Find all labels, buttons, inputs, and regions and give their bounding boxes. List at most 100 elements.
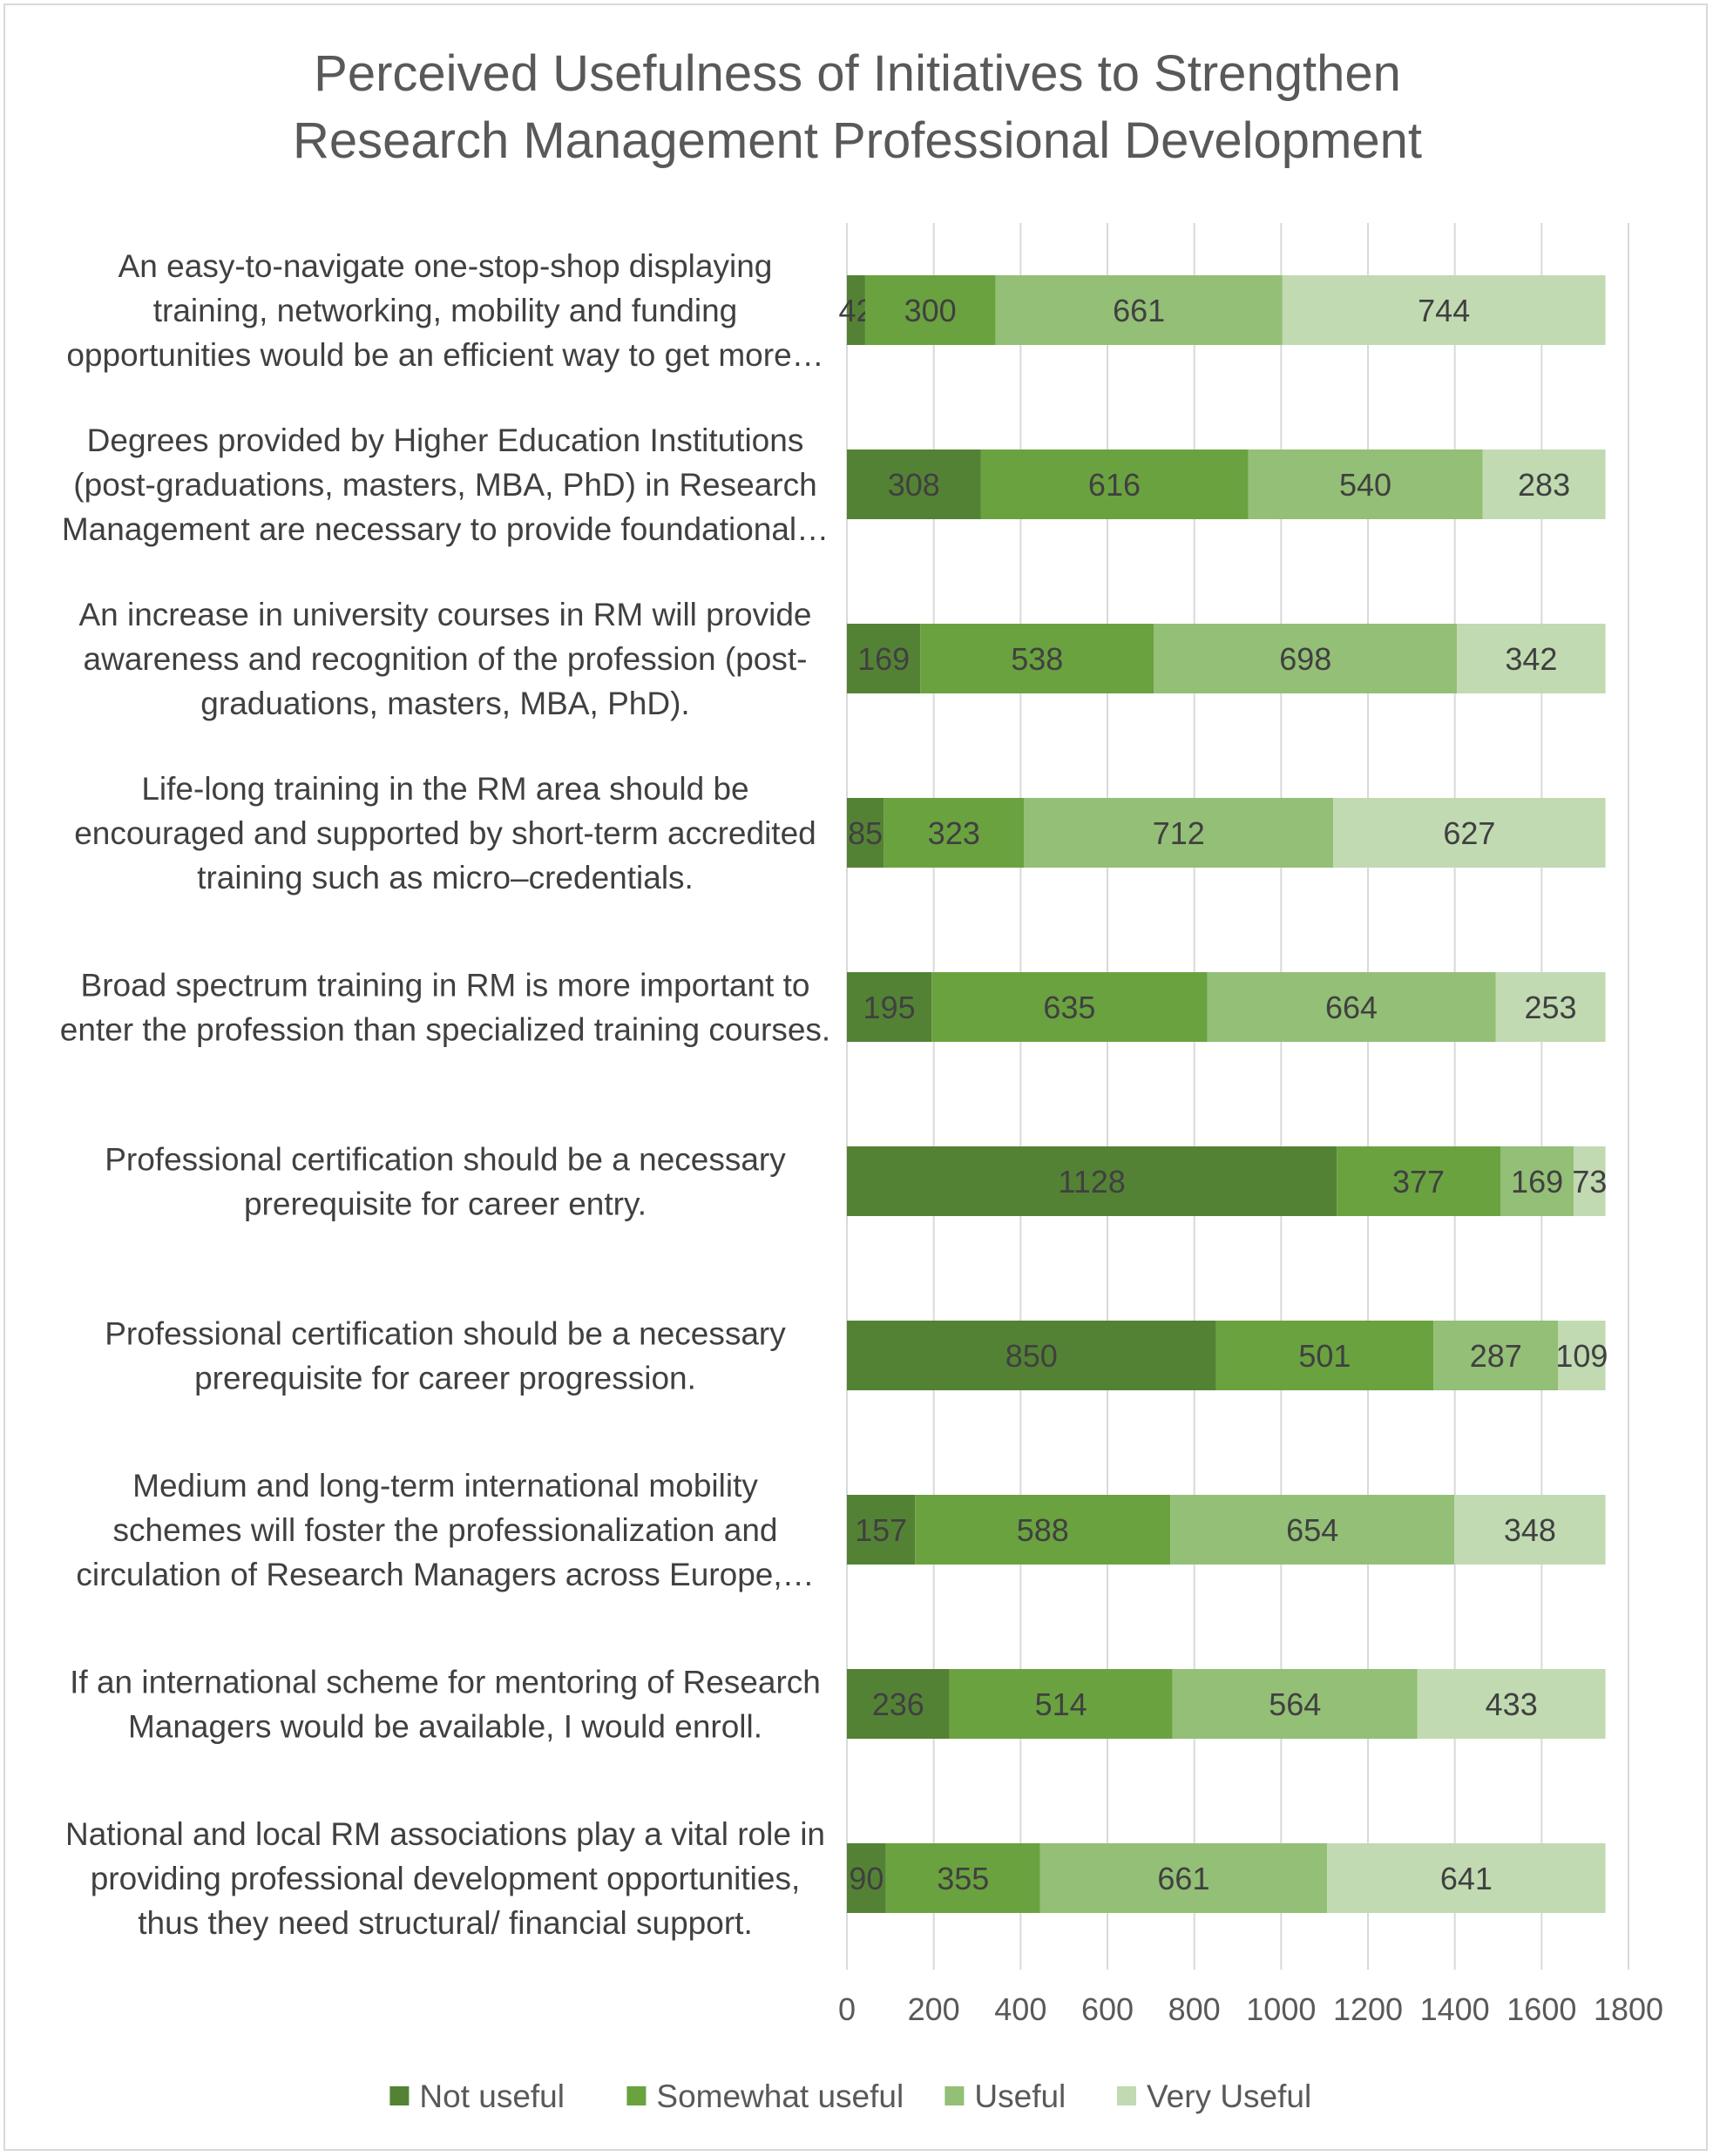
category-label: If an international scheme for mentoring… — [70, 1665, 821, 1700]
data-label: 850 — [1005, 1338, 1058, 1374]
category-label: encouraged and supported by short-term a… — [74, 815, 816, 851]
bar-segment — [1024, 798, 1334, 868]
data-label: 588 — [1017, 1512, 1069, 1548]
category-label: graduations, masters, MBA, PhD). — [200, 686, 689, 721]
bar-segment — [1495, 972, 1606, 1042]
data-label: 433 — [1486, 1686, 1538, 1722]
data-label: 90 — [849, 1861, 884, 1896]
bar-segment — [847, 972, 932, 1042]
bar-segment — [847, 1495, 916, 1565]
bar-segment — [847, 1146, 1337, 1216]
legend-swatch — [626, 2086, 647, 2105]
category-label: Medium and long-term international mobil… — [132, 1468, 758, 1504]
legend-swatch — [1117, 2086, 1136, 2105]
data-label: 109 — [1555, 1338, 1608, 1374]
data-label: 664 — [1325, 990, 1378, 1025]
data-label: 348 — [1504, 1512, 1556, 1548]
data-label: 287 — [1470, 1338, 1522, 1374]
data-label: 169 — [1511, 1164, 1563, 1200]
x-tick-label: 1600 — [1506, 1991, 1576, 2027]
data-label: 661 — [1113, 293, 1165, 328]
data-label: 1128 — [1058, 1164, 1125, 1200]
bar-segment — [847, 275, 865, 345]
bar-segment — [1282, 275, 1606, 345]
bar-segment — [884, 798, 1025, 868]
data-label: 283 — [1518, 467, 1570, 503]
bar-segment — [1154, 624, 1458, 693]
data-label: 377 — [1392, 1164, 1445, 1200]
x-tick-label: 1400 — [1420, 1991, 1490, 2027]
category-label: Professional certification should be a n… — [105, 1142, 786, 1178]
data-label: 641 — [1440, 1861, 1493, 1896]
data-label: 236 — [872, 1686, 924, 1722]
category-label: schemes will foster the professionalizat… — [113, 1512, 778, 1548]
data-label: 744 — [1418, 293, 1470, 328]
data-label: 661 — [1157, 1861, 1209, 1896]
x-tick-label: 800 — [1168, 1991, 1221, 2027]
bar-segment — [847, 624, 921, 693]
bar-segment — [1417, 1669, 1606, 1739]
category-label: opportunities would be an efficient way … — [66, 337, 823, 373]
data-label: 540 — [1339, 467, 1391, 503]
bar-segment — [1558, 1321, 1606, 1390]
category-label: Management are necessary to provide foun… — [62, 511, 829, 547]
bar-segment — [1337, 1146, 1500, 1216]
bar-segment — [1248, 449, 1483, 519]
data-label: 300 — [904, 293, 957, 328]
x-tick-label: 1800 — [1594, 1991, 1663, 2027]
data-label: 157 — [855, 1512, 907, 1548]
bar-segment — [847, 1669, 950, 1739]
data-label: 627 — [1443, 815, 1495, 851]
bar-segment — [995, 275, 1283, 345]
bar-segment — [1482, 449, 1606, 519]
bar-segment — [1039, 1843, 1328, 1913]
category-label: National and local RM associations play … — [65, 1816, 825, 1852]
category-label: Managers would be available, I would enr… — [128, 1709, 762, 1745]
bar-segment — [847, 1843, 886, 1913]
category-label: training, networking, mobility and fundi… — [153, 293, 738, 328]
chart-title: Perceived Usefulness of Initiatives to S… — [293, 45, 1422, 169]
legend-label: Somewhat useful — [656, 2078, 904, 2114]
legend-swatch — [389, 2086, 410, 2105]
category-label: training such as micro–credentials. — [197, 860, 694, 896]
data-label: 195 — [863, 990, 916, 1025]
bar-segment — [920, 624, 1154, 693]
category-label: circulation of Research Managers across … — [76, 1557, 814, 1592]
legend-label: Useful — [974, 2078, 1066, 2114]
bar-segment — [1172, 1669, 1418, 1739]
bar-segment — [1333, 798, 1606, 868]
data-label: 169 — [857, 641, 910, 677]
bar-segment — [1170, 1495, 1455, 1565]
category-label: An increase in university courses in RM … — [78, 597, 811, 632]
legend: Not useful Somewhat useful Useful Very Usef… — [389, 2078, 1311, 2114]
x-tick-label: 200 — [908, 1991, 960, 2027]
data-label: 85 — [848, 815, 883, 851]
bar-segment — [1207, 972, 1496, 1042]
bar-segment — [847, 1321, 1216, 1390]
data-label: 698 — [1279, 641, 1331, 677]
category-label: Life-long training in the RM area should… — [141, 771, 748, 807]
category-label: An easy-to-navigate one-stop-shop displa… — [118, 248, 773, 284]
chart-frame: Perceived Usefulness of Initiatives to S… — [3, 3, 1708, 2151]
bar-segment — [1457, 624, 1606, 693]
chart-title-line: Perceived Usefulness of Initiatives to S… — [314, 45, 1401, 102]
legend-label: Very Useful — [1147, 2078, 1311, 2114]
data-label: 308 — [888, 467, 940, 503]
data-label: 712 — [1153, 815, 1205, 851]
bar-segment — [885, 1843, 1040, 1913]
chart-title-line: Research Management Professional Develop… — [293, 112, 1422, 169]
bar-segment — [1454, 1495, 1606, 1565]
x-tick-label: 1200 — [1333, 1991, 1403, 2027]
x-axis-ticks: 0 200 400 600 800 1000 1200 1400 1600 1800 — [838, 1991, 1663, 2027]
bar-segment — [931, 972, 1208, 1042]
data-label: 514 — [1035, 1686, 1087, 1722]
data-label: 501 — [1298, 1338, 1351, 1374]
bar-segment — [847, 798, 884, 868]
data-label: 73 — [1572, 1164, 1607, 1200]
x-tick-label: 0 — [838, 1991, 856, 2027]
bar-segment — [980, 449, 1249, 519]
category-label: prerequisite for career entry. — [244, 1186, 647, 1222]
category-label: enter the profession than specialized tr… — [60, 1012, 830, 1048]
category-label: providing professional development oppor… — [91, 1861, 801, 1896]
